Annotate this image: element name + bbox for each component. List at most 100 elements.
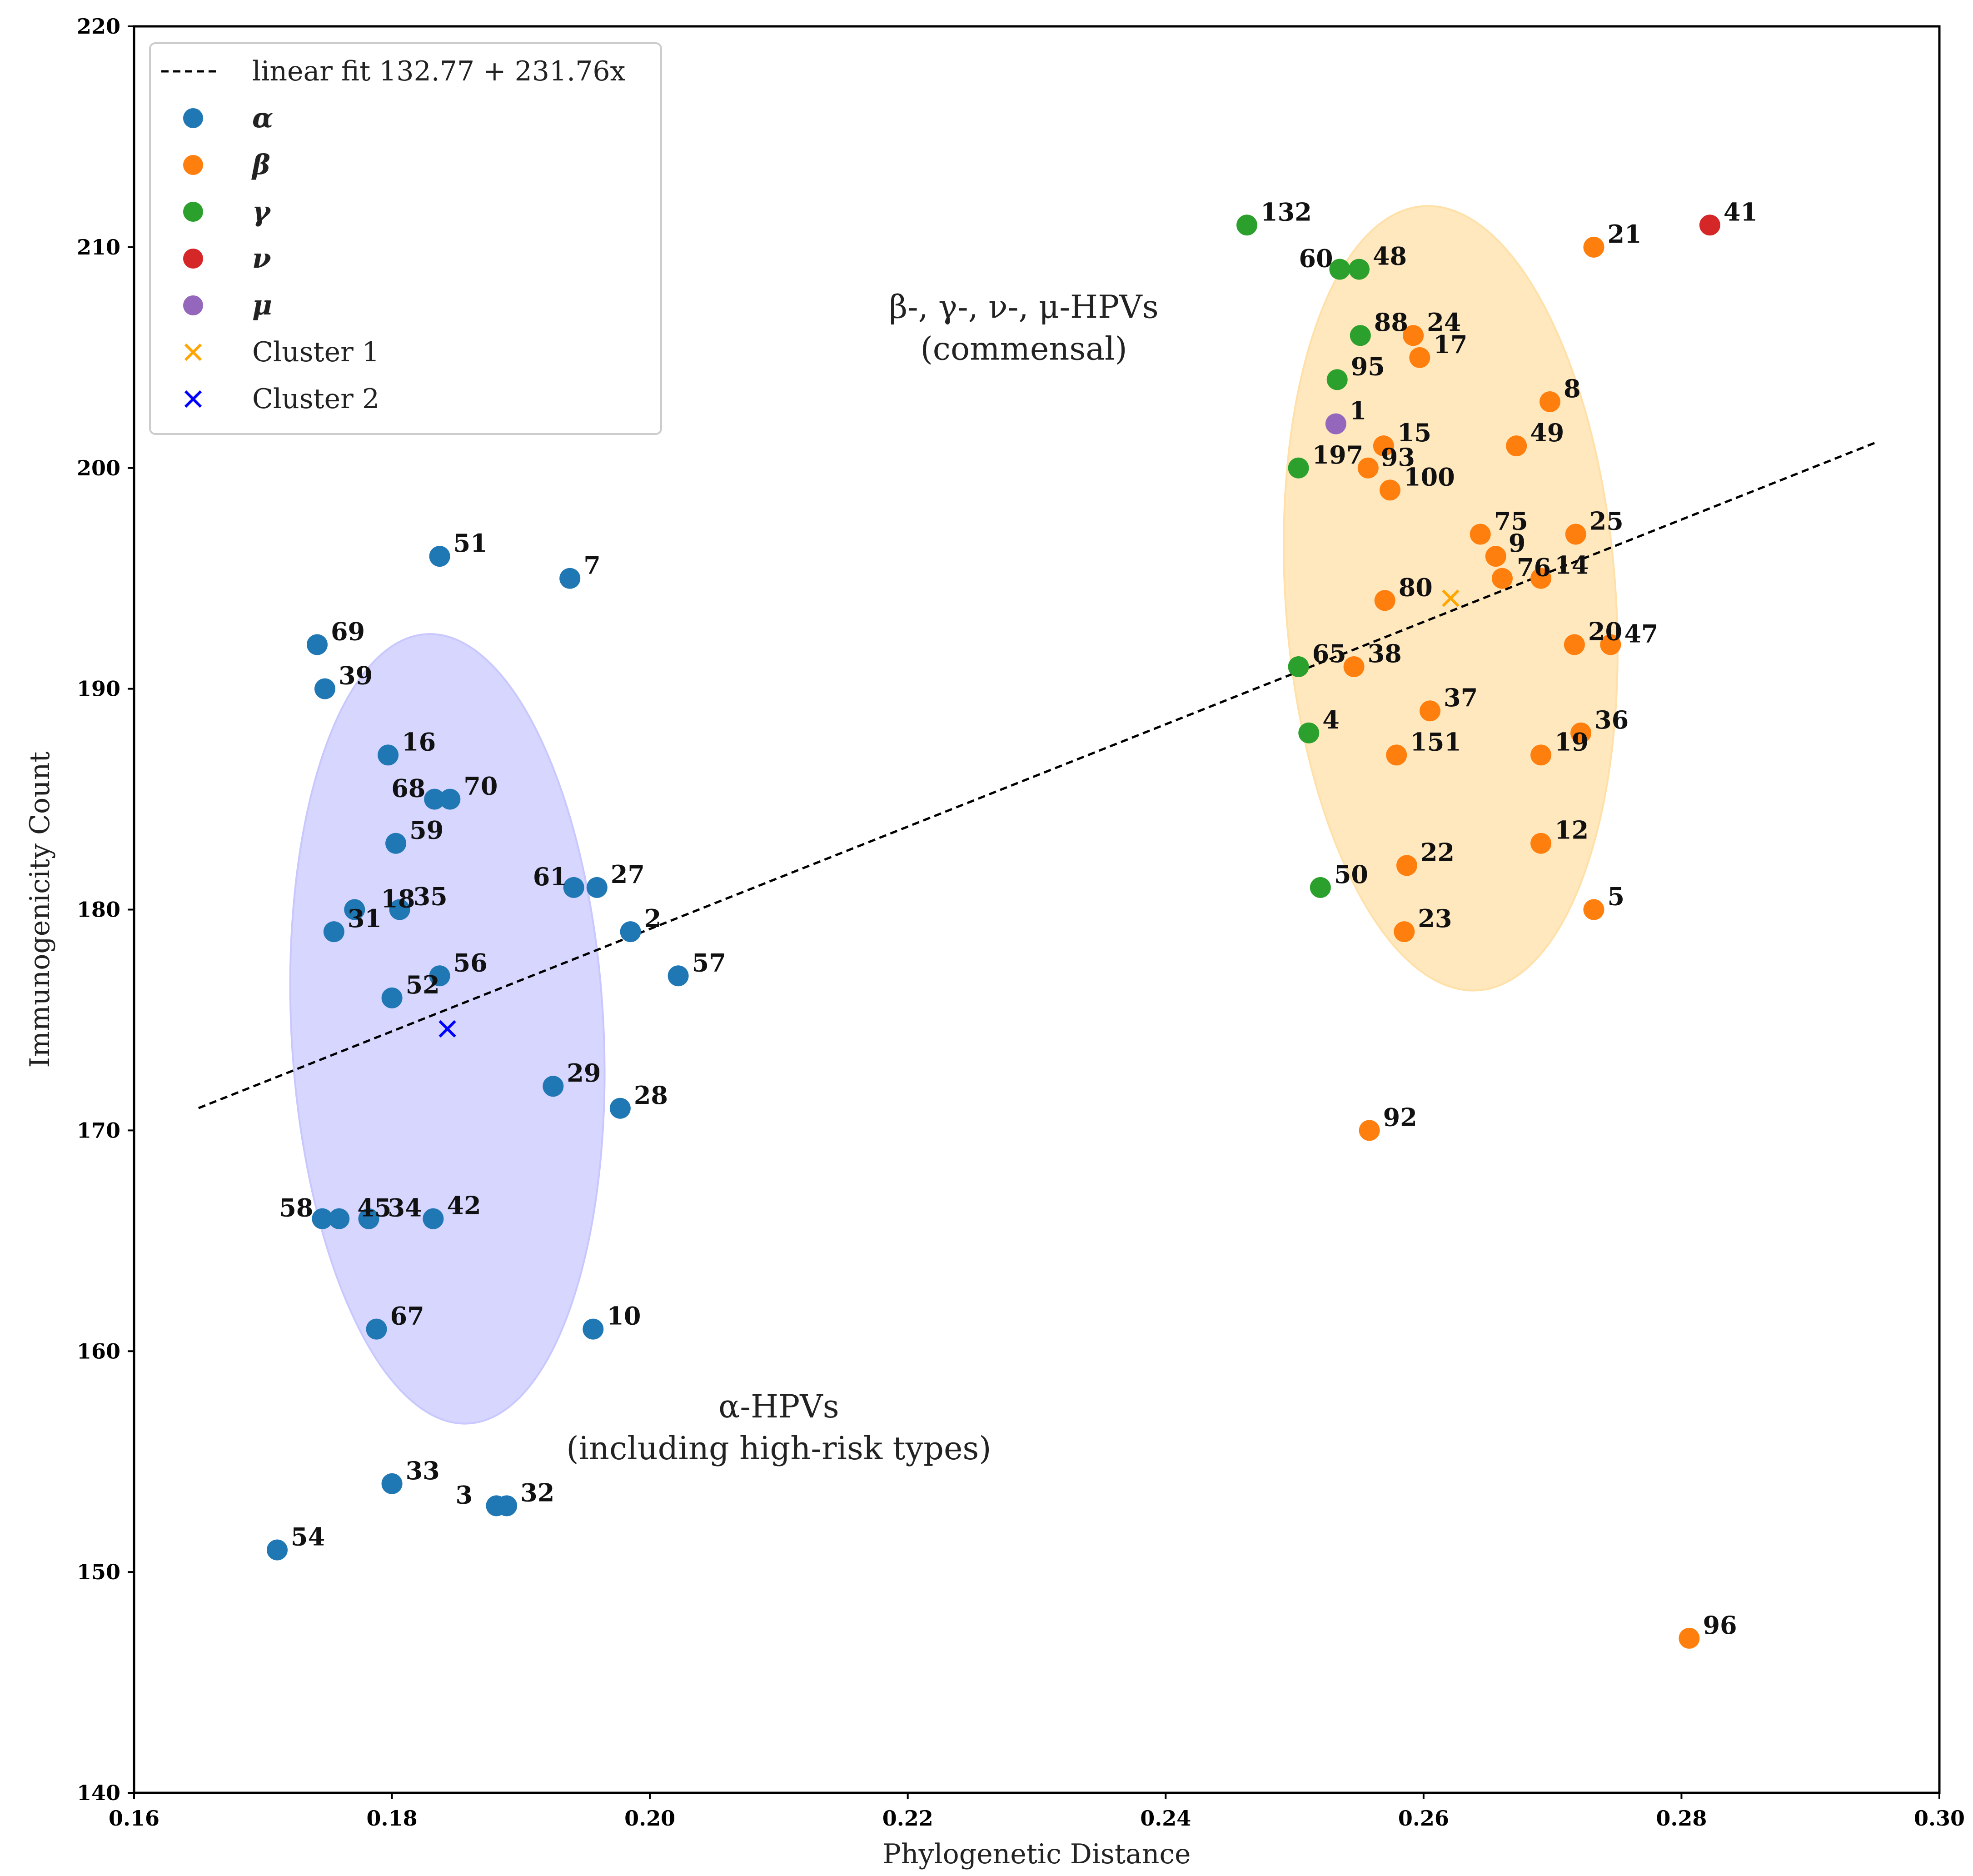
- data-point: [1310, 877, 1331, 898]
- data-point: [559, 568, 581, 589]
- point-label: 10: [607, 1302, 641, 1331]
- data-points: [267, 215, 1720, 1649]
- point-label: 24: [1427, 308, 1461, 337]
- data-point: [1539, 391, 1560, 412]
- point-label: 8: [1564, 374, 1581, 403]
- legend-item: μ: [183, 289, 272, 321]
- point-label: 25: [1589, 507, 1624, 536]
- point-label: 15: [1397, 418, 1431, 447]
- x-tick-label: 0.18: [367, 1806, 418, 1831]
- point-label: 20: [1588, 617, 1622, 646]
- point-label: 70: [463, 772, 498, 801]
- point-label: 17: [1433, 330, 1467, 359]
- legend-item: α: [183, 102, 273, 134]
- point-label: 61: [533, 862, 567, 891]
- point-label: 67: [390, 1302, 424, 1331]
- data-point: [586, 877, 608, 898]
- point-label: 65: [1312, 639, 1346, 668]
- legend-box: [149, 42, 662, 435]
- point-label: 37: [1444, 683, 1478, 712]
- point-label: 22: [1420, 838, 1455, 867]
- legend-cross-swatch: [184, 390, 202, 408]
- data-point: [1583, 236, 1604, 258]
- y-axis-ticks: 140 150 160 170 180 190 200 210 220: [77, 14, 134, 1805]
- point-label: 42: [447, 1191, 481, 1220]
- point-label: 9: [1509, 529, 1526, 558]
- data-point: [424, 788, 445, 810]
- y-tick-label: 150: [77, 1560, 120, 1584]
- data-point: [439, 788, 461, 810]
- point-label: 48: [1373, 241, 1407, 270]
- legend-item: γ: [183, 196, 271, 228]
- y-tick-label: 220: [77, 14, 120, 39]
- data-point: [1485, 546, 1506, 567]
- legend-dot-swatch: [183, 155, 203, 175]
- data-point: [1583, 899, 1604, 920]
- x-tick-label: 0.22: [882, 1806, 933, 1831]
- point-label: 58: [279, 1193, 313, 1222]
- point-label: 5: [1607, 882, 1624, 911]
- point-label: 7: [583, 551, 601, 580]
- point-label: 57: [692, 948, 726, 977]
- data-point: [323, 921, 344, 943]
- data-point: [358, 1208, 379, 1229]
- point-label: 3: [455, 1480, 473, 1509]
- point-label: 60: [1299, 244, 1333, 273]
- data-point: [1409, 347, 1430, 368]
- point-label: 18: [381, 884, 415, 913]
- data-point: [1329, 259, 1350, 280]
- data-point: [1396, 855, 1417, 876]
- data-point: [1326, 369, 1348, 390]
- legend-item: Cluster 1: [184, 336, 379, 368]
- point-label: 28: [634, 1081, 668, 1110]
- data-point: [1506, 435, 1527, 457]
- cluster-center-marker: [1442, 589, 1460, 607]
- legend-dot-swatch: [183, 295, 203, 315]
- data-point: [1600, 634, 1621, 655]
- point-label: 31: [348, 904, 382, 933]
- legend-item: β: [183, 149, 270, 181]
- data-point: [423, 1208, 444, 1229]
- y-axis-title: Immunogenicity Count: [24, 752, 56, 1068]
- data-point: [620, 921, 641, 943]
- legend-label: ν: [252, 243, 271, 274]
- legend-label: Cluster 2: [252, 383, 379, 415]
- legend-label: μ: [252, 289, 272, 321]
- data-point: [668, 965, 689, 987]
- data-point: [1564, 634, 1585, 655]
- data-point: [366, 1318, 387, 1340]
- point-label: 54: [291, 1522, 325, 1552]
- y-tick-label: 200: [77, 456, 120, 480]
- data-point: [1420, 700, 1441, 722]
- data-point: [1380, 479, 1401, 501]
- point-label: 80: [1399, 573, 1433, 602]
- point-label: 75: [1494, 507, 1528, 536]
- data-point: [385, 833, 407, 854]
- data-point: [267, 1539, 288, 1561]
- legend-dot-swatch: [183, 202, 203, 222]
- data-point: [329, 1208, 350, 1229]
- data-point: [381, 1473, 403, 1494]
- annotation-title: α-HPVs: [718, 1388, 839, 1425]
- point-label: 92: [1383, 1103, 1417, 1132]
- cluster-center-marker: [438, 1020, 456, 1038]
- legend-cross-swatch: [184, 343, 202, 361]
- point-label: 35: [414, 882, 448, 911]
- y-tick-label: 180: [77, 898, 120, 922]
- data-point: [429, 965, 450, 987]
- x-axis-ticks: 0.16 0.18 0.20 0.22 0.24 0.26 0.28 0.30: [109, 1793, 1965, 1831]
- point-label: 33: [406, 1456, 440, 1485]
- data-point: [1374, 590, 1395, 611]
- data-point: [543, 1076, 564, 1097]
- data-point: [306, 634, 328, 655]
- point-label: 12: [1554, 816, 1589, 845]
- point-label: 4: [1322, 705, 1340, 734]
- data-point: [378, 744, 399, 766]
- data-point: [429, 546, 450, 567]
- data-point: [344, 899, 365, 920]
- point-label: 197: [1312, 440, 1364, 469]
- data-point: [381, 987, 403, 1008]
- x-tick-label: 0.26: [1398, 1806, 1449, 1831]
